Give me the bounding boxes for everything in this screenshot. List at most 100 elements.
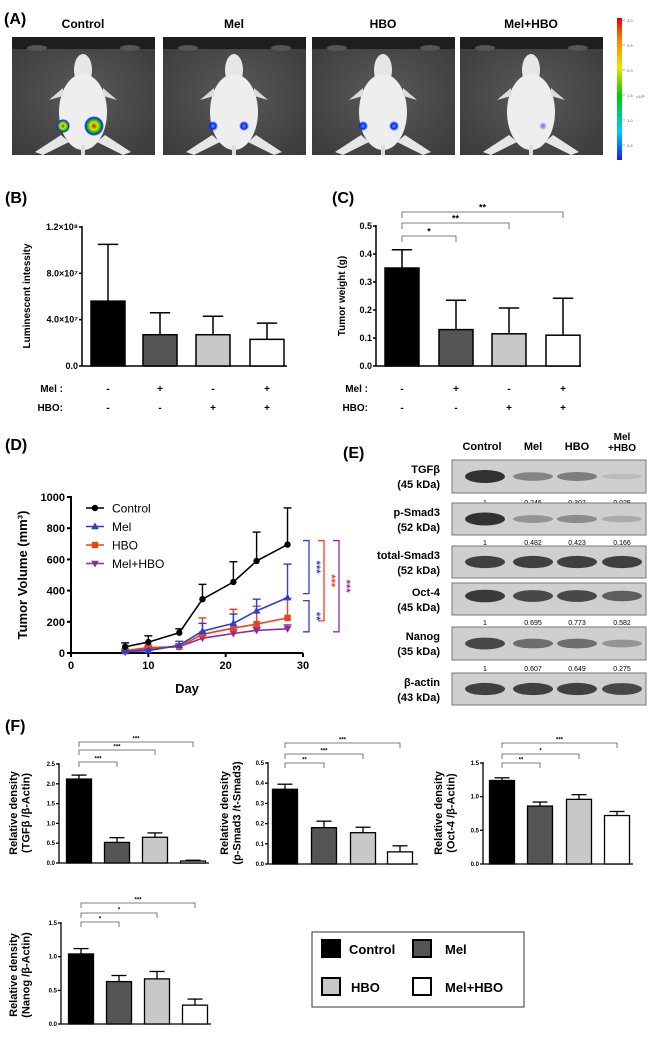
group-title: Mel+HBO [504,17,558,31]
significance-bracket: ** [501,758,541,768]
bar-mel [105,980,133,1025]
chart-b: 0.0 4.0×10⁷ 8.0×10⁷ 1.2×10⁸ Luminescent inte… [22,222,287,371]
x-axis-label: Day [175,681,200,696]
significance-bracket: ** [401,203,564,218]
band-density-value: 1 [483,540,487,547]
blot-band [602,555,642,569]
legend-label: Mel [112,520,131,534]
y-tick-label: 1.0 [49,955,58,961]
y-tick-label: 0 [59,648,65,660]
bar-mel [526,805,554,865]
lane-header: Mel [524,441,542,453]
bar-control [67,953,95,1025]
legend-swatch [412,939,432,958]
tumor-signal [389,121,399,131]
significance-stars: *** [325,574,337,588]
significance-stars: ** [310,612,322,621]
y-tick-label: 0.3 [256,801,265,807]
lane-header: Control [462,441,501,453]
y-tick-label: 2.5 [47,762,56,768]
band-density-value: 1 [483,666,487,673]
series-control [121,507,292,650]
protein-size: (43 kDa) [397,692,440,704]
blot-band [557,555,597,569]
group-title: Control [62,17,105,31]
bar-hbo [491,333,527,367]
bar-hbo [349,832,377,865]
protein-name: TGFβ [411,464,440,476]
mouse-image [12,37,155,155]
data-point [230,624,237,632]
blot-band [602,683,642,695]
blot-band [513,638,553,649]
y-tick-label: 800 [47,523,65,535]
legend-label: Mel [445,942,467,957]
treatment-sign: - [158,403,161,414]
significance-bracket: * [80,908,158,918]
y-tick-label: 0.0 [256,862,265,868]
treatment-sign: + [453,384,459,395]
significance-bracket: *** [80,898,196,908]
group-title: Mel [224,17,244,31]
significance-stars: *** [339,738,347,744]
data-point [121,647,129,655]
treatment-sign: - [400,403,403,414]
colorbar [617,18,622,160]
data-point [198,627,207,634]
protein-name: total-Smad3 [377,550,440,562]
x-tick-label: 0 [68,660,74,672]
data-point [284,541,291,548]
y-axis-label: Relative density [433,770,445,855]
significance-bracket: ** [303,599,322,633]
blot-band [465,637,505,650]
protein-name: Nanog [406,631,440,643]
bar-control [65,778,93,864]
y-tick-label: 0.3 [359,277,372,287]
y-tick-label: 1000 [41,492,65,504]
bar-control [271,788,299,865]
treatment-sign: + [560,384,566,395]
significance-stars: ** [302,758,307,764]
band-density-value: 1 [483,620,487,627]
blot-row-total-smad3: total-Smad3 (52 kDa) [377,545,647,579]
y-tick-label: 0.4 [256,781,265,787]
tumor-signal [358,121,368,131]
y-axis-label: Luminescent intessity [22,243,33,348]
lane-header: HBO [565,441,590,453]
blot-band [557,682,597,696]
bar-mel [310,826,338,865]
data-point [176,629,183,636]
data-point [175,641,184,648]
panel-label-b: (B) [5,190,27,207]
significance-bracket: * [501,749,580,759]
lane-header: +HBO [608,443,636,454]
y-axis-label: (TGFβ /β-Actin) [21,773,33,853]
colorbar-tick-label: 0.5 [627,143,633,148]
significance-stars: *** [94,757,102,763]
blot-band [557,514,597,524]
treatment-sign: + [264,403,270,414]
blot-row-nanog: Nanog (35 kDa) 1 0.607 0.649 0.275 [397,626,647,673]
legend-label: Control [349,942,395,957]
significance-stars: *** [556,738,564,744]
legend-marker [91,522,99,530]
blot-band [557,590,597,602]
bar-control [384,267,420,367]
treatment-sign: + [560,403,566,414]
y-tick-label: 200 [47,617,65,629]
y-tick-label: 0.5 [359,221,372,231]
treatment-sign: - [211,384,214,395]
significance-stars: * [539,749,542,755]
significance-stars: * [118,908,121,914]
blot-band [557,638,597,649]
colorbar-tick-label: 1.5 [627,93,633,98]
panel-label-e: (E) [343,445,364,462]
y-tick-label: 0.0 [49,1022,58,1028]
significance-bracket: ** [284,758,325,768]
y-tick-label: 0.0 [471,862,480,868]
data-point [229,630,238,638]
significance-bracket: *** [78,757,118,767]
blot-band [513,472,553,481]
significance-bracket: * [80,917,120,927]
